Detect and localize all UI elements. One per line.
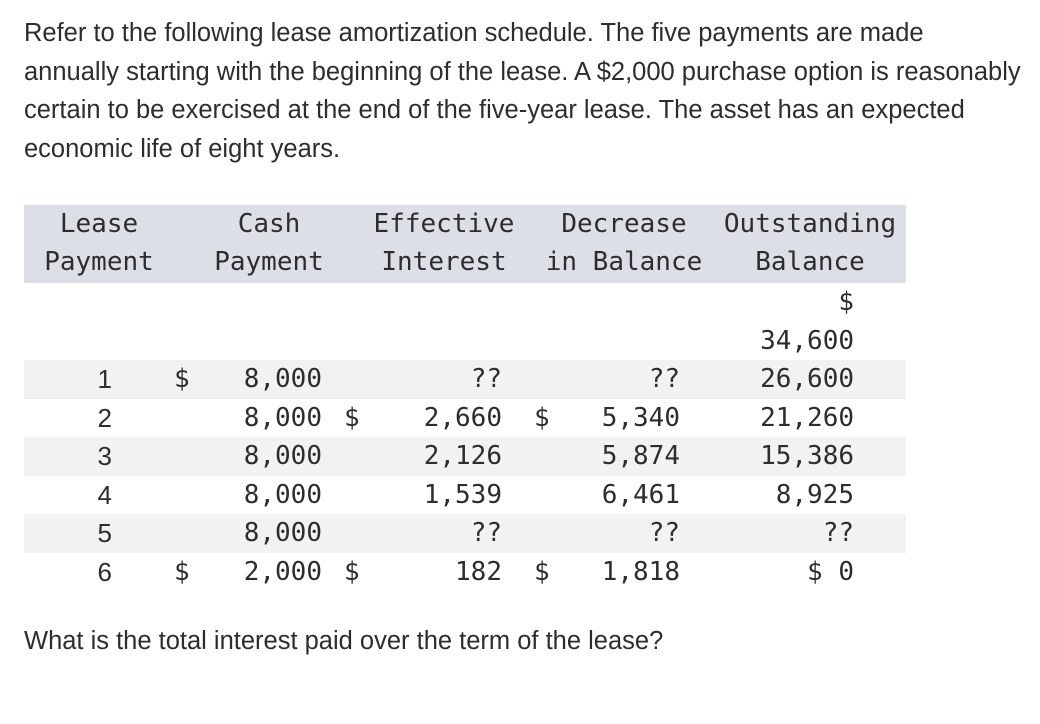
effective-interest-value: 182 xyxy=(455,556,502,587)
table-body: 1 $8,000???? 26,600 2 8,000 $2,660 $5,340 21,26… xyxy=(24,360,906,591)
initial-balance-value-row: 34,600 xyxy=(24,322,906,361)
header-outstanding-balance: Outstanding Balance xyxy=(714,205,906,281)
header-text: Effective xyxy=(373,209,515,239)
effective-interest-value: 2,126 xyxy=(423,441,502,471)
outstanding-balance-currency: $ xyxy=(807,556,823,587)
decrease-in-balance: ?? xyxy=(534,514,680,553)
decrease-in-balance-value: 6,461 xyxy=(601,479,680,510)
cash-payment-value: 8,000 xyxy=(243,518,322,548)
table-header: Lease Payment Cash Payment Effective Int… xyxy=(24,205,906,283)
outstanding-balance: $ 0 xyxy=(714,553,854,592)
decrease-in-balance: 5,874 xyxy=(534,437,680,476)
effective-interest: ?? xyxy=(344,360,502,399)
cash-payment: $2,000 xyxy=(174,553,322,592)
decrease-in-balance: $1,818 xyxy=(534,553,680,592)
outstanding-balance: ?? xyxy=(714,514,854,553)
lease-payment-number: 3 xyxy=(97,441,112,471)
effective-interest: 1,539 xyxy=(344,476,502,515)
decrease-in-balance-value: ?? xyxy=(648,518,680,548)
outstanding-balance-value: 15,386 xyxy=(760,441,854,471)
decrease-in-balance-value: 1,818 xyxy=(601,556,680,587)
outstanding-balance-value: 26,600 xyxy=(760,364,854,394)
decrease-in-balance-currency: $ xyxy=(534,556,550,587)
header-text: Interest xyxy=(381,247,507,277)
header-effective-interest: Effective Interest xyxy=(364,205,524,281)
effective-interest: $182 xyxy=(344,553,502,592)
effective-interest-currency: $ xyxy=(344,402,360,433)
cash-payment-currency: $ xyxy=(174,364,190,394)
decrease-in-balance: 6,461 xyxy=(534,476,680,515)
lease-payment-number: 2 xyxy=(97,402,112,433)
problem-intro: Refer to the following lease amortizatio… xyxy=(24,19,1021,163)
cash-payment: 8,000 xyxy=(174,476,322,515)
effective-interest-currency: $ xyxy=(344,556,360,587)
question-text: What is the total interest paid over the… xyxy=(24,627,664,655)
initial-balance-symbol: $ xyxy=(838,287,854,317)
cash-payment-currency: $ xyxy=(174,556,190,587)
header-text: Lease xyxy=(59,209,139,239)
outstanding-balance: 8,925 xyxy=(714,476,854,515)
outstanding-balance-value: 0 xyxy=(838,556,854,587)
table-row: 6 $2,000 $182 $1,818 $ 0 xyxy=(24,553,906,592)
table-row: 5 8,000?????? xyxy=(24,514,906,553)
decrease-in-balance-currency: $ xyxy=(534,402,550,433)
cash-payment-value: 8,000 xyxy=(243,364,322,394)
lease-payment-number: 5 xyxy=(97,518,112,548)
effective-interest: $2,660 xyxy=(344,399,502,438)
cash-payment: 8,000 xyxy=(174,399,322,438)
header-text: Decrease xyxy=(561,209,687,239)
header-decrease-in-balance: Decrease in Balance xyxy=(536,205,712,281)
lease-payment-number: 4 xyxy=(97,479,112,510)
header-text: Cash xyxy=(237,209,301,239)
initial-balance-value: 34,600 xyxy=(760,325,854,356)
decrease-in-balance: ?? xyxy=(534,360,680,399)
outstanding-balance-value: ?? xyxy=(822,518,854,548)
initial-balance-row: $ xyxy=(24,283,906,322)
table-row: 1 $8,000???? 26,600 xyxy=(24,360,906,399)
effective-interest-value: ?? xyxy=(470,518,502,548)
header-cash-payment: Cash Payment xyxy=(194,205,344,281)
outstanding-balance: 26,600 xyxy=(714,360,854,399)
decrease-in-balance: $5,340 xyxy=(534,399,680,438)
outstanding-balance: 21,260 xyxy=(714,399,854,438)
cash-payment-value: 8,000 xyxy=(243,402,322,433)
outstanding-balance: 15,386 xyxy=(714,437,854,476)
lease-payment-number: 6 xyxy=(97,556,112,587)
cash-payment: 8,000 xyxy=(174,514,322,553)
effective-interest: ?? xyxy=(344,514,502,553)
header-lease-payment: Lease Payment xyxy=(24,205,174,281)
effective-interest-value: 1,539 xyxy=(423,479,502,510)
outstanding-balance-value: 21,260 xyxy=(760,402,854,433)
lease-payment-number: 1 xyxy=(97,364,112,394)
header-text: Balance xyxy=(755,247,865,277)
outstanding-balance-value: 8,925 xyxy=(775,479,854,510)
header-text: in Balance xyxy=(545,247,703,277)
header-text: Payment xyxy=(44,247,154,277)
header-text: Payment xyxy=(214,247,324,277)
effective-interest-value: 2,660 xyxy=(423,402,502,433)
table-row: 2 8,000 $2,660 $5,340 21,260 xyxy=(24,399,906,438)
effective-interest: 2,126 xyxy=(344,437,502,476)
decrease-in-balance-value: 5,874 xyxy=(601,441,680,471)
cash-payment: 8,000 xyxy=(174,437,322,476)
cash-payment-value: 8,000 xyxy=(243,441,322,471)
header-text: Outstanding xyxy=(723,209,897,239)
cash-payment-value: 8,000 xyxy=(243,479,322,510)
decrease-in-balance-value: ?? xyxy=(648,364,680,394)
lease-amortization-table: Lease Payment Cash Payment Effective Int… xyxy=(24,205,906,591)
table-row: 4 8,000 1,539 6,461 8,925 xyxy=(24,476,906,515)
cash-payment-value: 2,000 xyxy=(243,556,322,587)
table-row: 3 8,000 2,126 5,874 15,386 xyxy=(24,437,906,476)
decrease-in-balance-value: 5,340 xyxy=(601,402,680,433)
cash-payment: $8,000 xyxy=(174,360,322,399)
effective-interest-value: ?? xyxy=(470,364,502,394)
